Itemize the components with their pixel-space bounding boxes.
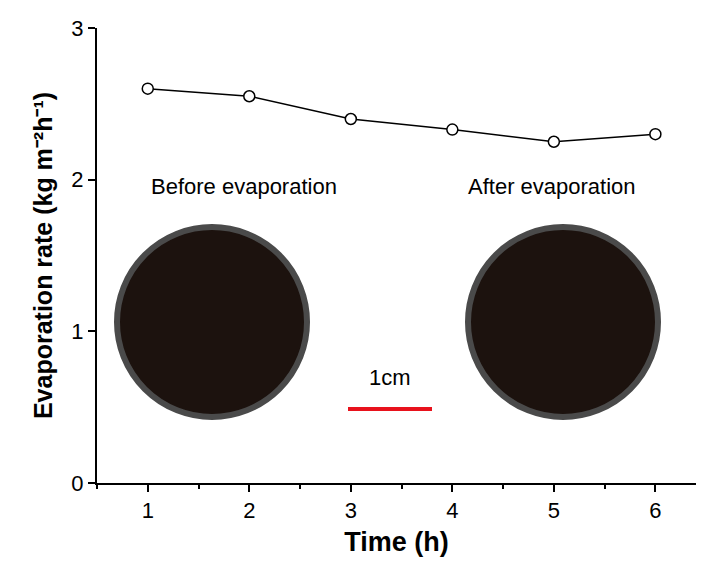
svg-text:Evaporation rate (kg m⁻²h⁻¹): Evaporation rate (kg m⁻²h⁻¹): [29, 92, 57, 419]
svg-text:After evaporation: After evaporation: [468, 174, 636, 199]
svg-text:Before evaporation: Before evaporation: [151, 174, 337, 199]
svg-text:0: 0: [71, 471, 83, 496]
svg-text:5: 5: [548, 498, 560, 523]
svg-text:Time (h): Time (h): [344, 527, 449, 557]
svg-text:3: 3: [345, 498, 357, 523]
svg-text:1: 1: [71, 319, 83, 344]
svg-text:4: 4: [446, 498, 458, 523]
svg-text:3: 3: [71, 16, 83, 41]
svg-text:1: 1: [142, 498, 154, 523]
svg-text:2: 2: [71, 167, 83, 192]
svg-text:1cm: 1cm: [369, 365, 411, 390]
svg-text:2: 2: [243, 498, 255, 523]
svg-text:6: 6: [649, 498, 661, 523]
